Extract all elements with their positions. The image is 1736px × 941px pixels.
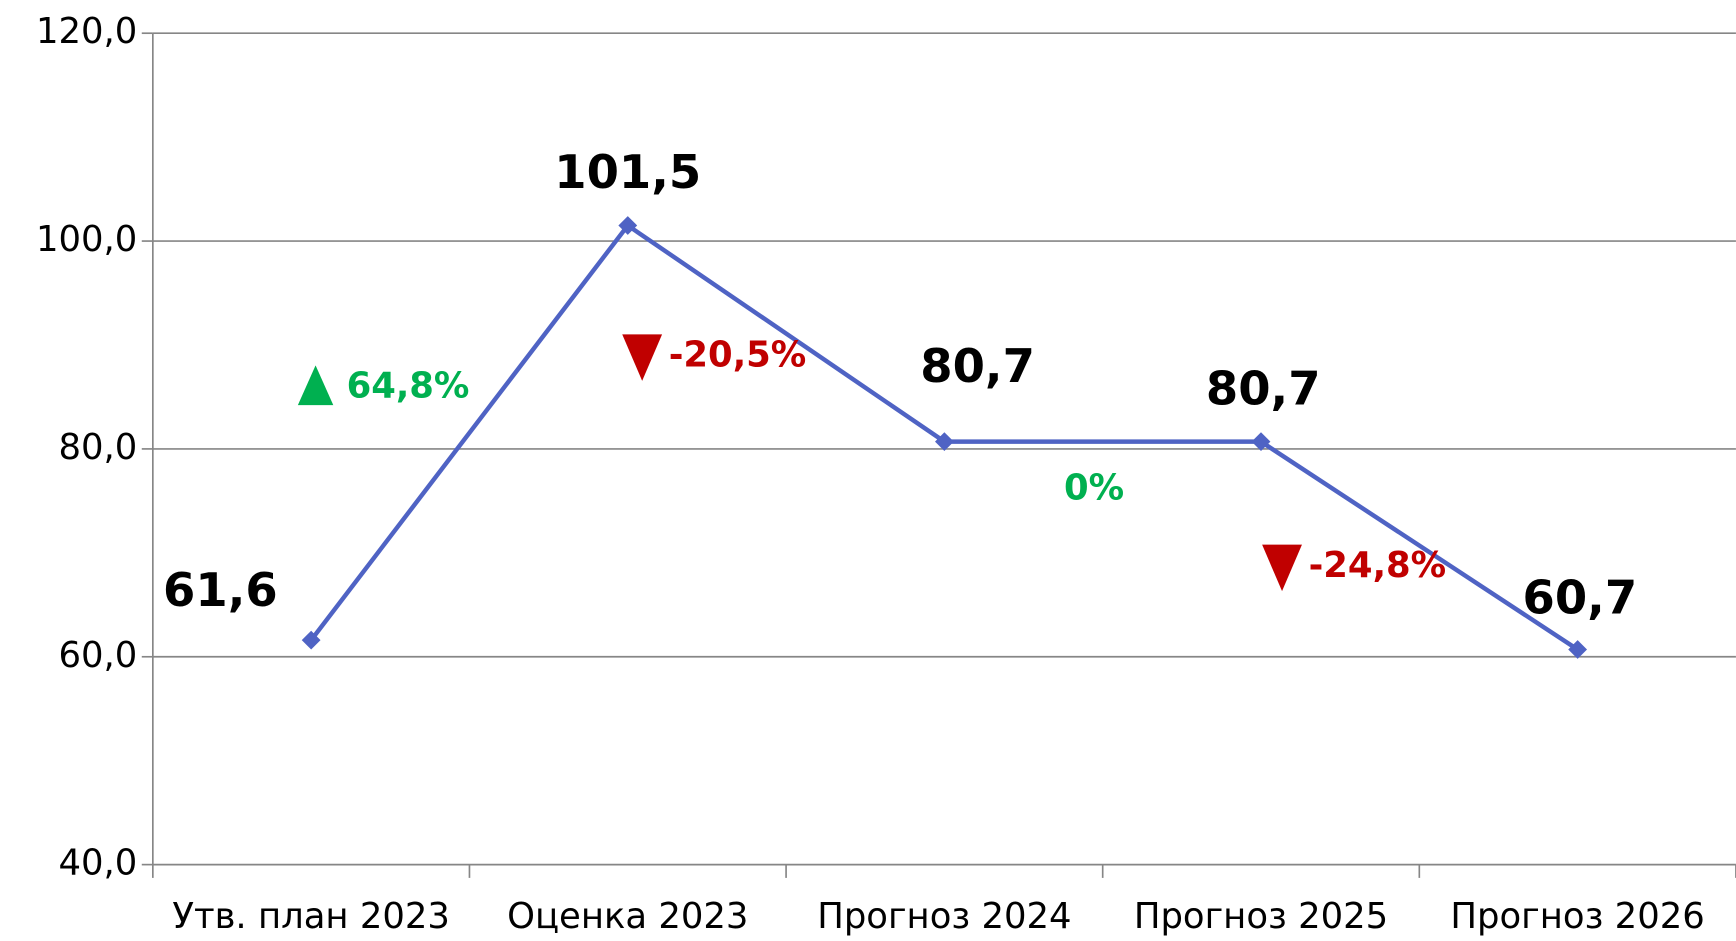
y-tick-label: 100,0 — [36, 219, 137, 260]
y-tick-label: 60,0 — [58, 635, 137, 676]
down-triangle — [622, 334, 663, 381]
value-label: 80,7 — [920, 339, 1035, 393]
x-tick-label: Утв. план 2023 — [172, 896, 450, 937]
change-label: 64,8% — [347, 365, 470, 406]
x-tick-label: Прогноз 2026 — [1450, 896, 1704, 937]
y-tick-label: 120,0 — [36, 11, 137, 52]
down-triangle — [1262, 544, 1302, 592]
marker — [618, 216, 638, 235]
up-triangle — [297, 365, 334, 406]
change-label: -20,5% — [669, 334, 807, 375]
y-tick-label: 80,0 — [58, 427, 137, 468]
value-label: 80,7 — [1206, 361, 1321, 415]
marker — [1568, 640, 1588, 659]
value-label: 61,6 — [163, 563, 278, 617]
change-label: -24,8% — [1309, 545, 1447, 586]
x-tick-label: Прогноз 2024 — [817, 896, 1071, 937]
value-label: 60,7 — [1522, 570, 1637, 624]
x-tick-label: Прогноз 2025 — [1134, 896, 1388, 937]
y-tick-label: 40,0 — [58, 843, 137, 884]
value-label: 101,5 — [554, 145, 701, 199]
x-tick-label: Оценка 2023 — [507, 896, 748, 937]
change-label: 0% — [1064, 467, 1124, 508]
marker — [301, 630, 321, 650]
